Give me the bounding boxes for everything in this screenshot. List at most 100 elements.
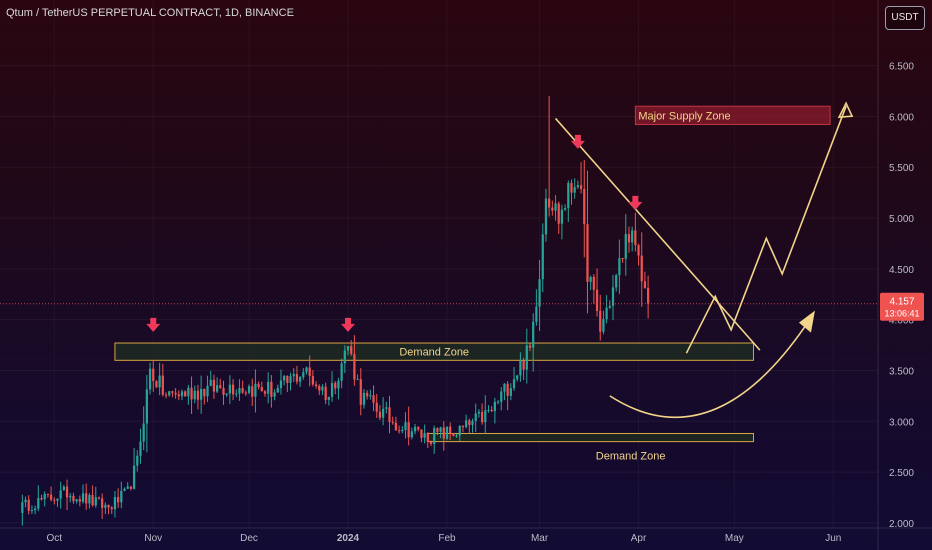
candle-body (401, 429, 404, 432)
candle-body (251, 386, 254, 397)
candle-body (85, 493, 88, 504)
x-tick-label: May (725, 533, 744, 544)
candle-body (136, 455, 139, 466)
candle-body (410, 431, 413, 438)
candle-body (576, 185, 580, 188)
candle-body (75, 499, 78, 502)
candle-body (46, 493, 50, 495)
candle-body (538, 279, 541, 307)
candle-body (592, 276, 595, 290)
candle-body (180, 391, 184, 397)
candle-body (484, 410, 487, 423)
candle-body (330, 382, 334, 397)
demand-zone-upper (114, 342, 754, 361)
candle-body (589, 276, 592, 282)
candle-body (506, 383, 509, 396)
candle-body (318, 385, 321, 391)
candle-body (375, 402, 378, 412)
projected-zigzag-path (685, 105, 847, 354)
candle-body (30, 510, 34, 512)
candle-body (78, 499, 81, 502)
candle-body (624, 234, 627, 259)
resistance-arrow-icon (628, 195, 643, 210)
candle-body (496, 401, 500, 403)
x-tick-label: 2024 (337, 533, 360, 544)
candle-body (334, 382, 337, 389)
candle-body (174, 392, 177, 395)
candle-body (110, 507, 113, 510)
candle-body (88, 494, 91, 504)
candle-body (117, 497, 120, 503)
supply-zone (634, 105, 831, 126)
candle-body (142, 423, 145, 442)
candle-body (270, 381, 273, 397)
candle-body (212, 379, 216, 392)
candle-body (579, 185, 583, 190)
candle-body (407, 422, 410, 438)
candle-body (426, 433, 429, 442)
candle-body (404, 422, 407, 430)
candle-body (190, 387, 193, 400)
candle-body (295, 374, 299, 382)
y-tick-label: 3.500 (889, 366, 914, 377)
candle-body (286, 375, 289, 383)
candle-body (279, 380, 283, 389)
candle-body (516, 375, 519, 380)
candle-body (602, 319, 605, 332)
candle-body (643, 281, 647, 288)
candle-body (417, 426, 420, 430)
candle-body (449, 426, 452, 434)
candle-body (490, 409, 493, 412)
candle-body (148, 368, 152, 390)
candle-body (40, 497, 43, 500)
candle-body (308, 367, 311, 376)
resistance-arrow-icon (570, 134, 585, 149)
candle-body (394, 422, 398, 431)
candle-body (49, 494, 53, 500)
candle-body (429, 441, 433, 444)
candle-body (647, 287, 650, 304)
candle-body (586, 224, 589, 282)
candle-body (69, 495, 72, 498)
candle-body (104, 504, 107, 508)
candle-body (311, 375, 315, 385)
candle-body (225, 393, 228, 395)
candle-body (436, 428, 439, 432)
currency-button[interactable]: USDT (885, 6, 925, 30)
x-tick-label: Mar (531, 533, 549, 544)
candle-body (423, 433, 426, 438)
y-tick-label: 6.500 (889, 62, 914, 73)
resistance-arrow-icon (341, 317, 356, 332)
candle-body (631, 230, 634, 243)
candle-body (557, 203, 560, 224)
candle-body (346, 346, 350, 351)
candle-body (618, 258, 621, 276)
candle-body (302, 372, 305, 378)
candle-body (196, 390, 200, 400)
candle-body (324, 386, 327, 400)
candle-body (465, 420, 468, 428)
candle-body (34, 508, 37, 511)
candle-body (113, 497, 117, 510)
candle-body (107, 504, 110, 508)
candle-body (634, 230, 637, 246)
candle-body (254, 383, 257, 397)
candle-body (455, 435, 458, 437)
candle-body (177, 394, 180, 397)
candle-body (158, 375, 161, 388)
last-price-label: 4.157 (889, 297, 914, 308)
candle-body (637, 245, 640, 256)
candle-body (563, 208, 567, 210)
candle-body (413, 426, 417, 432)
candle-body (570, 182, 573, 193)
candle-body (391, 421, 394, 423)
curved-arrow-path (609, 326, 806, 418)
candle-body (621, 258, 624, 260)
candle-body (247, 386, 251, 393)
candle-body (528, 345, 532, 348)
candle-body (273, 392, 276, 397)
candle-body (321, 386, 324, 391)
candle-body (53, 499, 56, 501)
